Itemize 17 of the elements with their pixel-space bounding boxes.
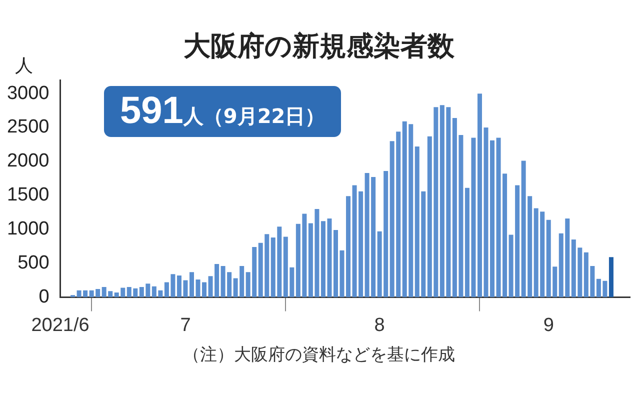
y-tick-label: 3000 — [6, 82, 50, 104]
y-tick-label: 2000 — [6, 150, 50, 172]
text: （注）大阪府の資料などを基に作成 — [182, 344, 456, 366]
y-axis-title: 人 — [15, 56, 33, 77]
chart-title: 大阪府の新規感染者数 — [184, 31, 454, 62]
bar — [608, 257, 614, 298]
x-tick-label: 2021/6 — [31, 314, 90, 336]
annotation: 591人（9月22日） — [120, 90, 326, 132]
y-tick-label: 0 — [38, 286, 50, 308]
y-tick-label: 1000 — [6, 218, 50, 240]
y-tick-label: 1500 — [6, 184, 50, 206]
x-tick-label: 8 — [374, 314, 385, 336]
x-tick-label: 7 — [180, 314, 191, 336]
bar — [189, 272, 194, 298]
y-tick-label: 500 — [18, 252, 50, 274]
x-tick-label: 9 — [543, 314, 554, 336]
y-tick-label: 2500 — [6, 116, 50, 138]
